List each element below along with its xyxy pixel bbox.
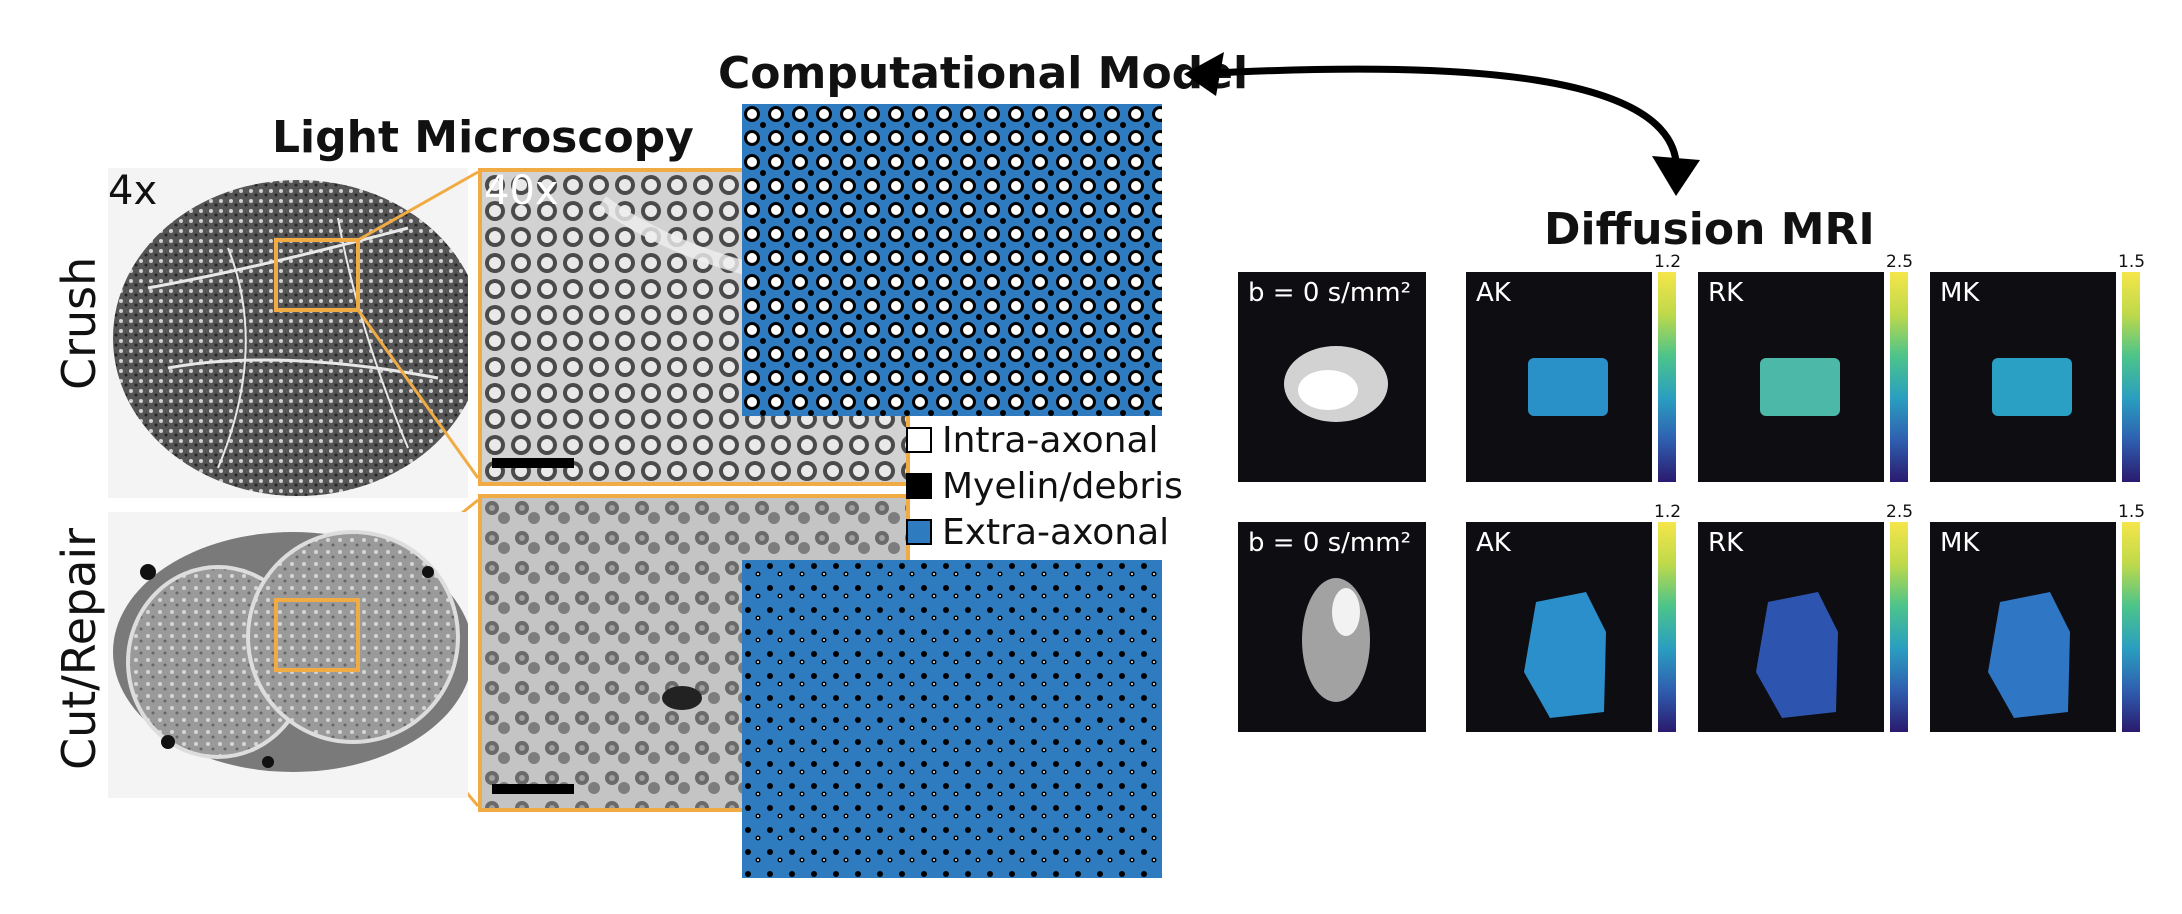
mri-map-mk: MK <box>1930 272 2116 482</box>
legend-label: Myelin/debris <box>942 465 1183 507</box>
colorbar <box>1658 522 1676 732</box>
b0-label: b = 0 s/mm² <box>1248 528 1412 558</box>
legend-label: Extra-axonal <box>942 511 1170 553</box>
colorbar <box>2122 522 2140 732</box>
colorbar-max-label: 1.5 <box>2118 252 2146 272</box>
crush-4x-micrograph <box>108 168 468 498</box>
b0-image: b = 0 s/mm² <box>1238 522 1426 732</box>
cut-repair-4x-micrograph <box>108 512 468 798</box>
legend-item-myelin-debris: Myelin/debris <box>906 465 1183 507</box>
legend-item-extra-axonal: Extra-axonal <box>906 511 1170 553</box>
mri-map-ak: AK <box>1466 522 1652 732</box>
colorbar <box>1890 522 1908 732</box>
light-microscopy-title: Light Microscopy <box>272 112 694 163</box>
colorbar-max-label: 1.2 <box>1654 252 1682 272</box>
mri-map-rk: RK <box>1698 272 1884 482</box>
mri-map-label: MK <box>1940 528 1980 558</box>
colorbar <box>1890 272 1908 482</box>
mri-map-label: AK <box>1476 278 1511 308</box>
b0-image: b = 0 s/mm² <box>1238 272 1426 482</box>
mri-map-mk: MK <box>1930 522 2116 732</box>
legend-label: Intra-axonal <box>942 419 1159 461</box>
colorbar-max-label: 1.2 <box>1654 502 1682 522</box>
colorbar-max-label: 2.5 <box>1886 502 1914 522</box>
diffusion-mri-title: Diffusion MRI <box>1544 204 1875 255</box>
legend-swatch <box>906 473 932 499</box>
legend-swatch <box>906 519 932 545</box>
mri-map-label: RK <box>1708 528 1744 558</box>
mri-map-label: RK <box>1708 278 1744 308</box>
computational-model-title: Computational Model <box>718 48 1249 99</box>
colorbar-max-label: 1.5 <box>2118 502 2146 522</box>
colorbar <box>2122 272 2140 482</box>
colorbar-max-label: 2.5 <box>1886 252 1914 272</box>
b0-label: b = 0 s/mm² <box>1248 278 1412 308</box>
legend-swatch <box>906 427 932 453</box>
mri-map-ak: AK <box>1466 272 1652 482</box>
mri-map-rk: RK <box>1698 522 1884 732</box>
crush-computational-model <box>742 104 1162 416</box>
mri-map-label: MK <box>1940 278 1980 308</box>
legend-item-intra-axonal: Intra-axonal <box>906 419 1159 461</box>
cut-repair-computational-model <box>742 560 1162 878</box>
mri-map-label: AK <box>1476 528 1511 558</box>
colorbar <box>1658 272 1676 482</box>
magnification-4x: 4x <box>108 168 158 214</box>
magnification-40x: 40x <box>484 168 559 214</box>
